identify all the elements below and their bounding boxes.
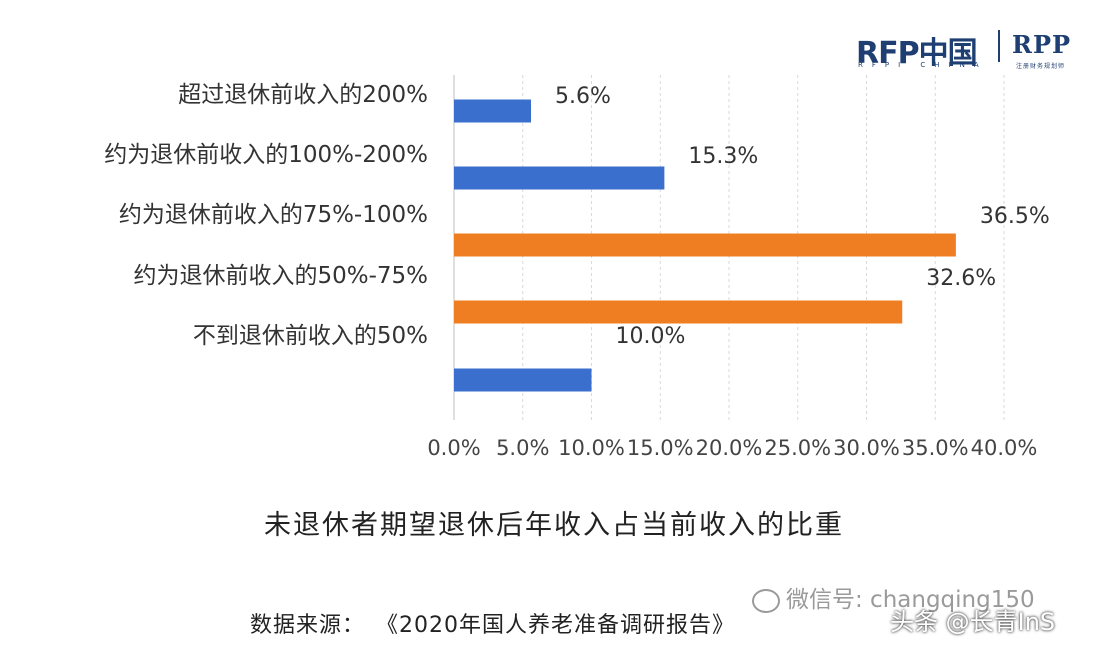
wechat-watermark-text: 微信号: changqing150	[786, 587, 1035, 613]
x-tick-label-8: 40.0%	[971, 436, 1038, 460]
category-label-0: 超过退休前收入的200%	[178, 82, 428, 108]
x-tick-label-3: 15.0%	[627, 436, 694, 460]
value-label-2: 36.5%	[980, 204, 1050, 229]
bar-4	[454, 368, 592, 392]
x-tick-label-7: 35.0%	[902, 436, 969, 460]
value-label-0: 5.6%	[555, 84, 611, 109]
x-tick-label-4: 20.0%	[696, 436, 763, 460]
logo-separator	[998, 30, 1000, 62]
toutiao-watermark: 头条 @长青InS	[890, 608, 1056, 636]
wechat-icon	[752, 588, 780, 613]
bar-1	[454, 166, 665, 190]
category-label-4: 不到退休前收入的50%	[193, 323, 428, 349]
bar-3	[454, 300, 903, 324]
chart-title: 未退休者期望退休后年收入占当前收入的比重	[264, 510, 844, 541]
logo-right-text: RPP	[1012, 30, 1072, 59]
logo-left-subtext: RFPI CHINA	[858, 61, 988, 69]
bar-2	[454, 233, 956, 257]
source-label: 数据来源：	[250, 613, 366, 638]
bar-chart: 超过退休前收入的200% 约为退休前收入的100%-200% 约为退休前收入的75%…	[104, 75, 1050, 460]
bar-0	[454, 99, 531, 123]
wechat-watermark: 微信号: changqing150	[752, 580, 1035, 614]
x-tick-label-5: 25.0%	[764, 436, 831, 460]
value-labels: 5.6% 15.3% 36.5% 32.6% 10.0%	[555, 84, 1050, 349]
x-tick-label-1: 5.0%	[496, 436, 549, 460]
value-label-3: 32.6%	[926, 266, 996, 291]
category-labels: 超过退休前收入的200% 约为退休前收入的100%-200% 约为退休前收入的75%…	[104, 82, 428, 349]
category-label-3: 约为退休前收入的50%-75%	[133, 263, 428, 289]
category-label-1: 约为退休前收入的100%-200%	[104, 142, 428, 168]
value-label-4: 10.0%	[616, 324, 686, 349]
bars	[454, 99, 956, 392]
x-tick-label-2: 10.0%	[558, 436, 625, 460]
data-source: 数据来源： 《2020年国人养老准备调研报告》	[250, 607, 735, 639]
x-tick-label-0: 0.0%	[427, 436, 480, 460]
rfp-china-logo: RFP中国 RFPI CHINA RPP 注册财务规划师	[856, 28, 1086, 71]
logo-left-text: RFP中国	[856, 36, 978, 71]
logo-right-subtext: 注册财务规划师	[1016, 63, 1066, 70]
category-label-2: 约为退休前收入的75%-100%	[119, 202, 428, 228]
source-title: 《2020年国人养老准备调研报告》	[387, 613, 736, 638]
value-label-1: 15.3%	[688, 144, 758, 169]
x-tick-labels: 0.0% 5.0% 10.0% 15.0% 20.0% 25.0% 30.0% 35.0% 40…	[427, 436, 1037, 460]
x-tick-label-6: 30.0%	[833, 436, 900, 460]
